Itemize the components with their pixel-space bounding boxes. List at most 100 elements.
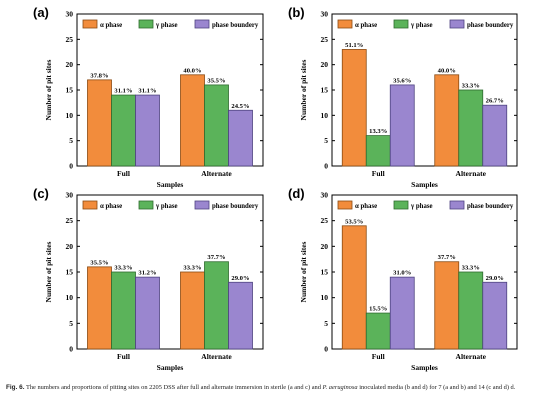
y-tick-label: 15 — [321, 86, 329, 95]
legend-swatch — [337, 19, 353, 29]
legend-label: α phase — [100, 203, 122, 210]
bar — [111, 271, 136, 350]
legend-swatch — [449, 19, 465, 29]
caption-label: Fig. 6. — [6, 384, 25, 391]
bar — [111, 94, 136, 167]
y-tick-label: 20 — [321, 60, 329, 69]
legend-item: γ phase — [393, 200, 433, 210]
bar — [482, 104, 508, 167]
chart-panel-b: (b) 0 5 10 15 20 25 30 Number of pit sites Sample… — [288, 5, 518, 189]
y-axis-label: Number of pit sites — [44, 241, 53, 302]
legend-item: α phase — [82, 200, 122, 210]
y-tick-label: 30 — [321, 10, 329, 19]
bar-data-label: 35.5% — [207, 77, 225, 84]
x-tick-label: Alternate — [201, 169, 232, 178]
bar — [389, 276, 415, 350]
x-axis-label: Samples — [157, 180, 184, 189]
legend-swatch — [449, 200, 465, 210]
caption-organism: P. aeruginosa — [322, 384, 358, 391]
y-axis-label: Number of pit sites — [299, 241, 308, 302]
legend-item: phase boundery — [449, 200, 514, 210]
bar — [135, 94, 160, 167]
x-tick-label: Full — [117, 169, 130, 178]
legend-label: phase boundery — [467, 22, 514, 29]
panel-label: (a) — [33, 5, 49, 20]
bar-data-label: 33.3% — [462, 265, 480, 272]
y-tick-label: 0 — [69, 345, 73, 354]
bar-data-label: 26.7% — [486, 98, 504, 105]
bar-data-label: 31.0% — [393, 270, 411, 277]
bar-data-label: 37.7% — [207, 254, 225, 261]
legend: α phase γ phase phase boundery — [337, 19, 514, 29]
bar — [204, 261, 229, 350]
bar-data-label: 40.0% — [438, 67, 456, 74]
bar-data-label: 35.5% — [90, 259, 108, 266]
bar — [341, 49, 367, 167]
y-tick-label: 15 — [66, 268, 74, 277]
legend-item: α phase — [337, 19, 377, 29]
panel-label: (b) — [288, 5, 305, 20]
legend-swatch — [138, 19, 154, 29]
bar-data-label: 31.1% — [114, 88, 132, 95]
bar — [228, 109, 253, 167]
legend-swatch — [82, 200, 98, 210]
legend-label: phase boundery — [212, 203, 259, 210]
legend: α phase γ phase phase boundery — [82, 200, 259, 210]
bar-data-label: 53.5% — [345, 218, 363, 225]
bar — [341, 225, 367, 350]
y-tick-label: 10 — [321, 293, 329, 302]
bar-data-label: 37.7% — [438, 254, 456, 261]
legend-label: phase boundery — [212, 22, 259, 29]
bar — [434, 261, 460, 350]
bar — [228, 281, 253, 350]
bar — [135, 276, 160, 350]
bar-data-label: 31.1% — [138, 88, 156, 95]
caption-text-2: inoculated media (b and d) for 7 (a and … — [359, 384, 516, 391]
bar — [458, 89, 484, 167]
bar — [365, 135, 391, 167]
legend-item: γ phase — [393, 19, 433, 29]
y-tick-label: 30 — [321, 191, 329, 200]
y-tick-label: 25 — [66, 216, 74, 225]
bar-data-label: 51.1% — [345, 42, 363, 49]
legend-label: γ phase — [155, 22, 178, 29]
y-tick-label: 10 — [321, 111, 329, 120]
legend-swatch — [138, 200, 154, 210]
bar — [87, 79, 112, 167]
y-tick-label: 20 — [66, 60, 74, 69]
legend-label: γ phase — [155, 203, 178, 210]
bar — [365, 312, 391, 350]
y-tick-label: 10 — [66, 293, 74, 302]
x-tick-label: Alternate — [456, 169, 487, 178]
x-axis-label: Samples — [157, 363, 184, 372]
y-tick-label: 20 — [321, 242, 329, 251]
y-tick-label: 30 — [66, 10, 74, 19]
bar-data-label: 29.0% — [486, 275, 504, 282]
y-tick-label: 5 — [324, 319, 328, 328]
y-tick-label: 15 — [321, 268, 329, 277]
legend-item: γ phase — [138, 19, 178, 29]
panel-label: (d) — [288, 186, 305, 201]
legend-swatch — [393, 19, 409, 29]
legend-label: γ phase — [410, 22, 433, 29]
x-tick-label: Full — [372, 169, 385, 178]
legend-swatch — [393, 200, 409, 210]
y-tick-label: 0 — [324, 345, 328, 354]
legend-item: phase boundery — [194, 200, 259, 210]
bar-data-label: 40.0% — [183, 67, 201, 74]
bar — [204, 84, 229, 167]
bar-data-label: 33.3% — [114, 265, 132, 272]
bar — [458, 271, 484, 350]
y-tick-label: 25 — [321, 35, 329, 44]
bar-data-label: 13.3% — [369, 128, 387, 135]
legend-item: α phase — [337, 200, 377, 210]
legend-label: α phase — [100, 22, 122, 29]
legend-label: α phase — [355, 203, 377, 210]
bar-data-label: 29.0% — [231, 275, 249, 282]
legend-item: α phase — [82, 19, 122, 29]
bar-data-label: 35.6% — [393, 77, 411, 84]
legend-item: phase boundery — [194, 19, 259, 29]
legend-item: γ phase — [138, 200, 178, 210]
x-tick-label: Alternate — [201, 352, 232, 361]
